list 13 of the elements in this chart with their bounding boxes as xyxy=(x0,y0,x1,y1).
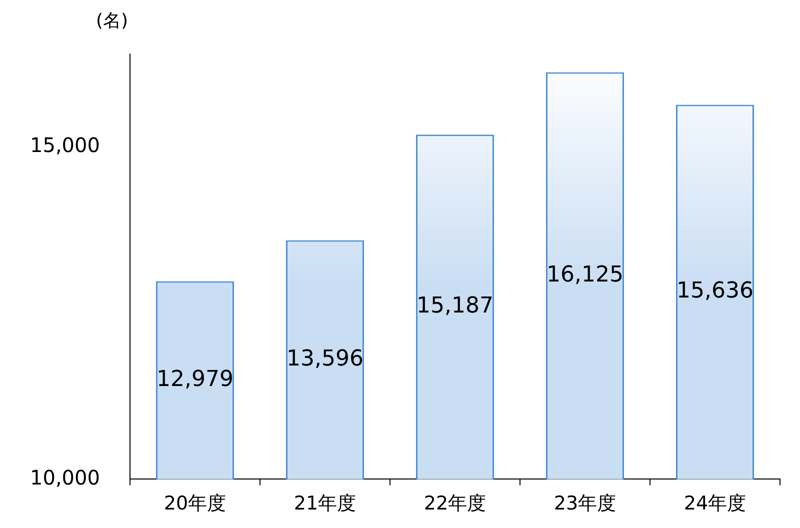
x-tick-label: 21年度 xyxy=(294,492,356,515)
x-tick-label: 24年度 xyxy=(684,492,746,515)
x-tick-label: 22年度 xyxy=(424,492,486,515)
data-label: 15,636 xyxy=(676,278,754,304)
y-tick-label: 10,000 xyxy=(30,465,100,490)
x-tick-label: 23年度 xyxy=(554,492,616,515)
data-label: 12,979 xyxy=(156,366,234,392)
y-axis-title: (名) xyxy=(96,10,128,32)
data-label: 13,596 xyxy=(286,346,364,372)
data-label: 16,125 xyxy=(546,262,624,288)
y-tick-label: 15,000 xyxy=(30,133,100,158)
x-tick-label: 20年度 xyxy=(164,492,226,515)
data-label: 15,187 xyxy=(416,294,494,319)
